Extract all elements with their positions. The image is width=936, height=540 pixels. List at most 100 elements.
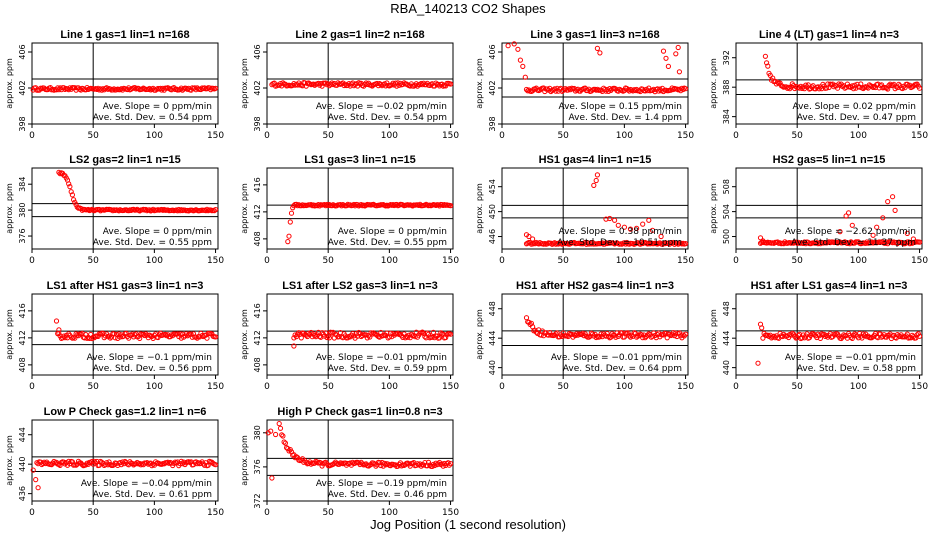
- data-point: [670, 330, 676, 336]
- data-point: [188, 331, 194, 337]
- y-axis-label: approx. ppm: [240, 58, 249, 109]
- stddev-annotation: Ave. Std. Dev. = 0.47 ppm: [797, 113, 916, 123]
- data-point: [522, 74, 528, 80]
- slope-annotation: Ave. Slope = −0.19 ppm/min: [316, 479, 447, 489]
- data-point: [591, 182, 597, 188]
- data-point: [373, 463, 379, 469]
- y-axis-label: approx. ppm: [709, 309, 718, 360]
- x-tick-label: 0: [499, 382, 505, 392]
- y-tick-label: 416: [18, 303, 27, 318]
- data-point: [658, 233, 664, 240]
- data-point: [680, 86, 686, 93]
- x-tick-label: 150: [207, 131, 224, 141]
- x-tick-label: 50: [557, 382, 569, 392]
- panel-frame: [266, 167, 454, 250]
- data-point: [298, 335, 304, 341]
- y-tick-label: 450: [488, 204, 497, 219]
- data-point: [627, 226, 634, 232]
- x-tick-label: 100: [146, 508, 163, 518]
- stddev-annotation: Ave. Std. Dev. = 0.56 ppm: [93, 364, 212, 374]
- x-tick-label: 50: [557, 256, 569, 266]
- data-point: [511, 41, 517, 47]
- y-tick-label: 448: [722, 301, 731, 316]
- data-point: [760, 238, 766, 244]
- x-tick-label: 50: [322, 131, 334, 141]
- data-point: [213, 334, 219, 340]
- data-point: [422, 334, 428, 340]
- y-tick-label: 440: [722, 360, 731, 375]
- data-point: [436, 335, 443, 341]
- panel-title: HS1 after LS1 gas=4 lin=1 n=3: [751, 280, 908, 292]
- data-point: [277, 425, 284, 431]
- data-point: [155, 334, 161, 341]
- data-point: [356, 329, 362, 336]
- data-point: [402, 335, 408, 341]
- stddev-annotation: Ave. Std. Dev. = 0.58 ppm: [797, 364, 916, 374]
- slope-annotation: Ave. Slope = 0 ppm/min: [103, 227, 212, 237]
- x-tick-label: 150: [677, 382, 694, 392]
- x-tick-label: 100: [381, 131, 398, 141]
- chart-panel-11: HS1 after HS2 gas=4 lin=1 n=3 0 50 100 150 44…: [475, 280, 694, 392]
- data-point: [162, 331, 168, 337]
- y-tick-label: 380: [253, 425, 262, 440]
- data-point: [414, 461, 421, 467]
- data-point: [675, 44, 681, 51]
- panel-title: Line 3 gas=1 lin=3 n=168: [530, 29, 659, 41]
- data-point: [605, 333, 612, 339]
- chart-panel-3: Line 3 gas=1 lin=3 n=168 0 50 100 150 398 402 4…: [475, 29, 694, 141]
- figure-xlabel: Jog Position (1 second resolution): [370, 517, 566, 532]
- data-point: [665, 63, 672, 70]
- data-point: [880, 215, 886, 221]
- y-axis-label: approx. ppm: [5, 309, 14, 360]
- x-tick-label: 0: [264, 131, 270, 141]
- x-tick-label: 50: [87, 508, 99, 518]
- data-point: [759, 325, 765, 331]
- data-point: [279, 432, 285, 438]
- panel-title: LS1 after LS2 gas=3 lin=1 n=3: [282, 280, 438, 292]
- panel-frame: [31, 167, 219, 250]
- data-point: [276, 421, 282, 427]
- data-point: [846, 210, 852, 216]
- y-tick-label: 448: [488, 301, 497, 316]
- chart-panel-14: High P Check gas=1 lin=0.8 n=3 0 50 100 150 3…: [240, 406, 459, 518]
- data-point: [896, 81, 902, 87]
- data-point: [118, 86, 124, 92]
- data-point: [312, 333, 318, 339]
- data-point: [640, 221, 646, 227]
- y-tick-label: 444: [722, 331, 731, 346]
- x-tick-label: 0: [29, 382, 35, 392]
- stddev-annotation: Ave. Std. Dev. = 1.4 ppm: [569, 113, 682, 123]
- data-point: [597, 334, 603, 340]
- x-tick-label: 0: [264, 382, 270, 392]
- data-point: [625, 330, 631, 336]
- y-axis-label: approx. ppm: [240, 183, 249, 234]
- slope-annotation: Ave. Slope = −0.04 ppm/min: [81, 479, 212, 489]
- data-point: [892, 207, 898, 213]
- y-tick-label: 408: [253, 357, 262, 372]
- y-tick-label: 380: [18, 202, 27, 217]
- data-point: [885, 199, 891, 205]
- data-point: [326, 335, 332, 341]
- data-point: [288, 210, 295, 216]
- y-axis-label: approx. ppm: [5, 183, 14, 234]
- x-tick-label: 0: [264, 256, 270, 266]
- x-tick-label: 100: [616, 256, 633, 266]
- x-tick-label: 100: [616, 382, 633, 392]
- y-axis-label: approx. ppm: [709, 58, 718, 109]
- data-point: [71, 197, 77, 203]
- data-point: [149, 463, 155, 469]
- x-tick-label: 150: [911, 131, 928, 141]
- chart-panel-7: HS1 gas=4 lin=1 n=15 0 50 100 150 446 450 454 ap…: [475, 154, 694, 266]
- slope-annotation: Ave. Slope = −2.62 ppm/min: [785, 227, 916, 237]
- data-point: [593, 177, 599, 184]
- data-point: [84, 460, 90, 466]
- y-axis-label: approx. ppm: [240, 309, 249, 360]
- data-point: [273, 431, 279, 438]
- panel-title: Line 4 (LT) gas=1 lin=4 n=3: [759, 29, 899, 41]
- data-point: [280, 433, 286, 439]
- data-point: [605, 88, 612, 95]
- data-point: [57, 462, 63, 468]
- data-point: [837, 229, 843, 235]
- data-point: [53, 318, 60, 324]
- panel-frame: [31, 293, 219, 376]
